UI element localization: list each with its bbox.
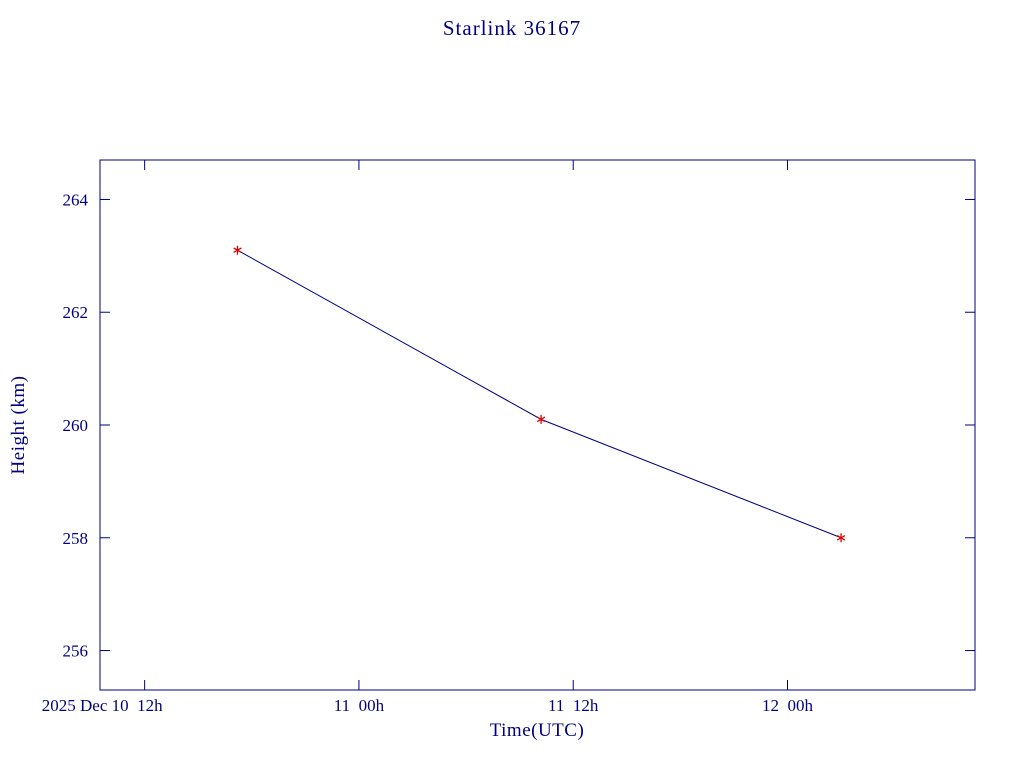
marker-stroke <box>536 416 546 423</box>
marker-stroke <box>836 534 846 541</box>
data-point-marker <box>536 414 546 424</box>
plot-border <box>99 159 976 691</box>
x-tick-label: 2025 Dec 10 12h <box>42 696 163 715</box>
x-tick-label: 11 12h <box>548 696 599 715</box>
x-axis-label: Time(UTC) <box>489 720 585 741</box>
x-tick-label: 12 00h <box>762 696 814 715</box>
y-tick-label: 258 <box>63 529 89 548</box>
chart-title: Starlink 36167 <box>442 16 582 40</box>
y-tick-label: 264 <box>63 190 89 209</box>
y-tick-label: 256 <box>63 642 89 661</box>
y-tick-label: 260 <box>63 416 89 435</box>
series-line <box>237 249 842 539</box>
y-tick-label: 262 <box>63 303 89 322</box>
data-point-marker <box>233 245 242 255</box>
data-point-marker <box>836 533 846 543</box>
x-tick-label: 11 00h <box>334 696 385 715</box>
marker-stroke <box>233 247 242 254</box>
